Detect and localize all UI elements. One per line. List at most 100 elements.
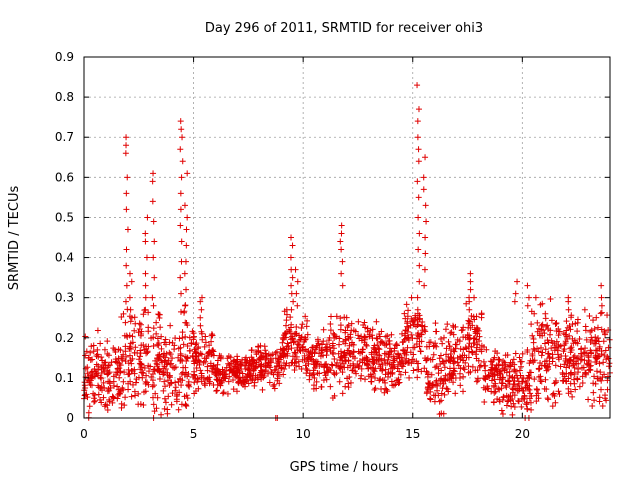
data-point — [342, 383, 349, 390]
data-point — [259, 372, 266, 379]
data-point — [266, 379, 273, 386]
data-point — [122, 298, 129, 305]
data-point — [345, 384, 352, 391]
data-point — [216, 368, 223, 375]
data-point — [142, 230, 149, 237]
data-point — [443, 385, 450, 392]
data-point — [548, 345, 555, 352]
data-points — [81, 82, 613, 421]
data-point — [465, 354, 472, 361]
data-point — [302, 334, 309, 341]
data-point — [93, 371, 100, 378]
data-point — [186, 334, 193, 341]
data-point — [158, 411, 165, 418]
data-point — [489, 361, 496, 368]
data-point — [181, 202, 188, 209]
data-point — [184, 322, 191, 329]
data-point — [463, 300, 470, 307]
data-point — [104, 402, 111, 409]
data-point — [389, 370, 396, 377]
data-point — [101, 368, 108, 375]
data-point — [555, 332, 562, 339]
data-point — [355, 364, 362, 371]
data-point — [534, 319, 541, 326]
data-point — [344, 323, 351, 330]
data-point — [555, 388, 562, 395]
data-point — [84, 364, 91, 371]
data-point — [273, 362, 280, 369]
data-point — [436, 355, 443, 362]
data-point — [177, 376, 184, 383]
data-point — [198, 370, 205, 377]
data-point — [574, 340, 581, 347]
data-point — [560, 377, 567, 384]
data-point — [432, 381, 439, 388]
data-point — [91, 365, 98, 372]
data-point — [97, 374, 104, 381]
data-point — [230, 377, 236, 384]
data-point — [592, 359, 599, 366]
data-point — [214, 376, 221, 383]
data-point — [469, 322, 476, 329]
data-point — [364, 357, 371, 364]
data-point — [565, 298, 572, 305]
data-point — [232, 369, 239, 376]
data-point — [282, 331, 289, 338]
data-point — [415, 321, 422, 328]
data-point — [177, 190, 184, 197]
data-point — [135, 390, 142, 397]
data-point — [306, 370, 313, 377]
data-point — [160, 365, 167, 372]
data-point — [511, 298, 518, 305]
data-point — [158, 345, 165, 352]
data-point — [167, 380, 174, 387]
data-point — [289, 242, 296, 249]
data-point — [276, 380, 283, 387]
data-point — [153, 360, 160, 367]
data-point — [411, 317, 418, 324]
data-point — [225, 353, 232, 360]
data-point — [337, 365, 344, 372]
data-point — [415, 146, 422, 153]
data-point — [118, 313, 125, 320]
data-point — [588, 334, 595, 341]
data-point — [596, 343, 603, 350]
data-point — [117, 362, 124, 369]
data-point — [579, 373, 586, 380]
data-point — [408, 294, 415, 301]
data-point — [527, 369, 534, 376]
data-point — [457, 382, 464, 389]
data-point — [438, 336, 445, 343]
data-point — [336, 335, 343, 342]
data-point — [432, 340, 439, 347]
data-point — [595, 335, 602, 342]
data-point — [488, 358, 495, 365]
x-tick-label: 10 — [296, 427, 311, 441]
data-point — [293, 290, 300, 297]
data-point — [476, 333, 483, 340]
data-point — [316, 344, 323, 351]
data-point — [255, 356, 262, 363]
data-point — [568, 312, 575, 319]
data-point — [472, 367, 479, 374]
data-point — [132, 344, 139, 351]
data-point — [189, 328, 196, 335]
data-point — [382, 379, 389, 386]
data-point — [411, 344, 418, 351]
data-point — [534, 328, 541, 335]
data-point — [155, 355, 162, 362]
data-point — [373, 335, 380, 342]
data-point — [437, 352, 444, 359]
data-point — [94, 327, 101, 334]
data-point — [542, 363, 549, 370]
data-point — [382, 385, 389, 392]
data-point — [524, 302, 531, 309]
data-point — [556, 328, 563, 335]
data-point — [252, 364, 259, 371]
data-point — [112, 356, 119, 363]
data-point — [600, 359, 607, 366]
data-point — [214, 381, 221, 388]
data-point — [592, 352, 599, 359]
data-point — [145, 328, 152, 335]
data-point — [161, 358, 168, 365]
